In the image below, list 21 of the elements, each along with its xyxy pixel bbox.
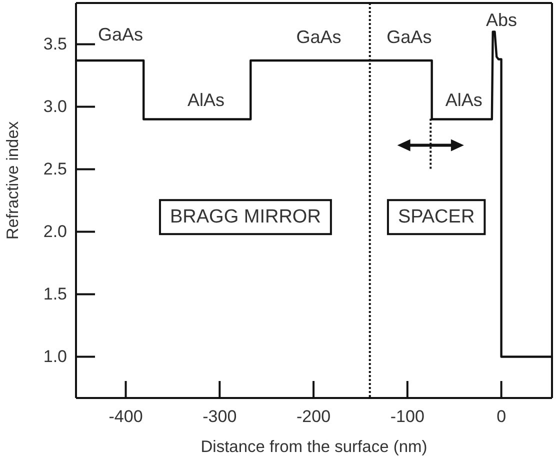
annotation: GaAs	[296, 26, 342, 47]
y-tick-label: 2.5	[43, 160, 67, 179]
y-axis-title: Refractive index	[4, 120, 22, 240]
annotation: BRAGG MIRROR	[170, 206, 321, 228]
annotation: AlAs	[187, 90, 224, 110]
y-tick-label: 3.5	[43, 34, 67, 54]
annotation: GaAs	[98, 24, 144, 45]
y-tick-label: 1.5	[43, 284, 67, 304]
y-tick-label: 3.0	[43, 97, 67, 116]
x-tick-label: -300	[202, 407, 237, 426]
annotation: SPACER	[398, 206, 475, 228]
x-tick-label: -100	[390, 407, 424, 426]
y-tick-label: 1.0	[43, 347, 67, 366]
annotation: AlAs	[445, 90, 482, 110]
x-tick-label: -400	[108, 407, 143, 426]
x-tick-label: -200	[296, 407, 331, 426]
annotation: Abs	[486, 10, 518, 30]
annotation: GaAs	[386, 26, 432, 47]
y-tick-label: 2.0	[43, 222, 67, 242]
x-axis-title: Distance from the surface (nm)	[200, 438, 428, 456]
x-tick-label: 0	[496, 407, 506, 426]
